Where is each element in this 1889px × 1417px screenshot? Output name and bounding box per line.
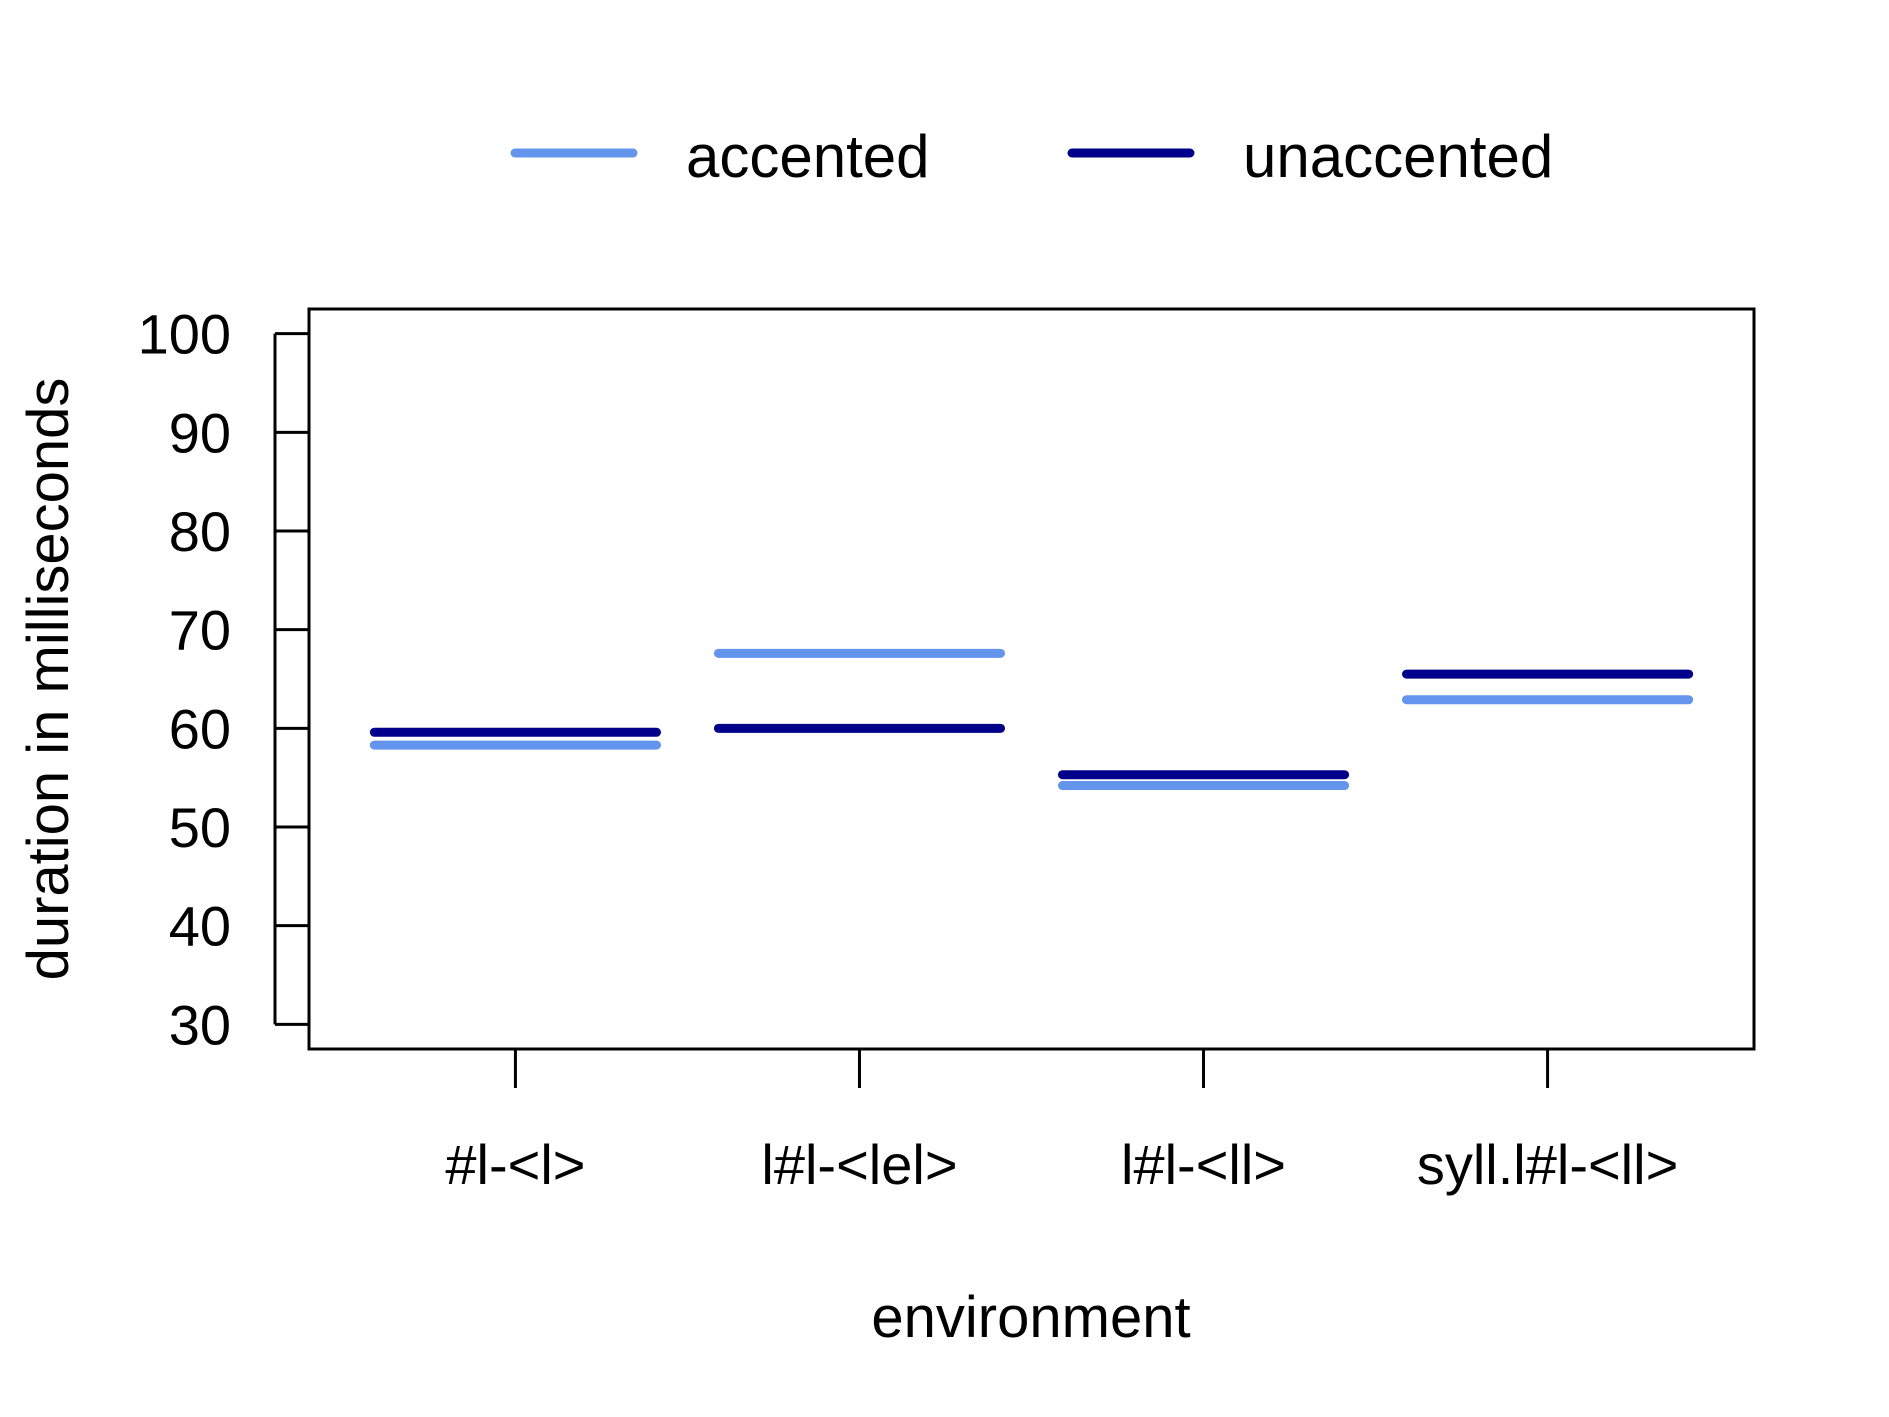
y-axis: 30 40 50 60 70 80 90 100 — [138, 303, 309, 1056]
y-tick-label: 80 — [169, 500, 231, 563]
x-tick-label: #l-<l> — [445, 1133, 585, 1196]
x-axis-title: environment — [871, 1285, 1190, 1350]
plot-frame — [307, 307, 1756, 1051]
y-tick-label: 30 — [169, 993, 231, 1056]
y-tick-label: 40 — [169, 895, 231, 958]
legend-label-accented: accented — [686, 123, 930, 190]
legend-label-unaccented: unaccented — [1243, 123, 1553, 190]
y-tick-label: 100 — [138, 303, 231, 366]
y-tick-label: 60 — [169, 697, 231, 760]
x-tick-label: l#l-<ll> — [1121, 1133, 1286, 1196]
chart-marks — [369, 648, 1694, 791]
x-tick-label: syll.l#l-<ll> — [1417, 1133, 1678, 1196]
y-tick-label: 50 — [169, 796, 231, 859]
y-axis-title: duration in milliseconds — [16, 378, 81, 981]
y-tick-label: 90 — [169, 401, 231, 464]
y-tick-label: 70 — [169, 599, 231, 662]
x-axis: #l-<l> l#l-<lel> l#l-<ll> syll.l#l-<ll> — [445, 1049, 1678, 1196]
legend: accented unaccented — [510, 123, 1553, 190]
x-tick-label: l#l-<lel> — [761, 1133, 957, 1196]
